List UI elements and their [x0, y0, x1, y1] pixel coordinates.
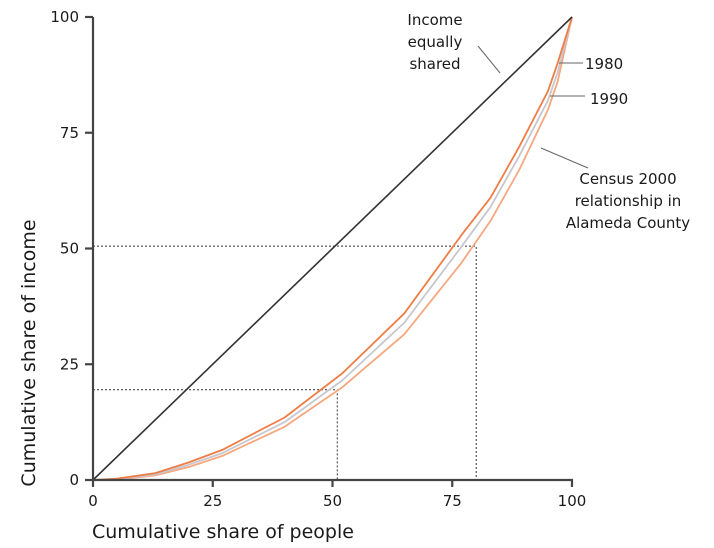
series-line-census-2000 — [92, 16, 573, 481]
annotation-1980: 1980 — [559, 55, 623, 73]
annotation-equal-share: Income equally shared — [407, 11, 501, 74]
x-tick-label: 25 — [203, 492, 222, 510]
annotation-1990: 1990 — [550, 90, 628, 108]
series-line-equality — [92, 16, 573, 481]
annotation-equal-line1: Income — [407, 11, 462, 29]
x-tick-label: 75 — [443, 492, 462, 510]
y-tick-label: 75 — [60, 124, 79, 142]
x-tick-label: 50 — [323, 492, 342, 510]
annotation-equal-line2: equally — [408, 33, 463, 51]
annotation-equal-line3: shared — [409, 55, 460, 73]
y-axis-title: Cumulative share of income — [18, 219, 40, 486]
annotation-1990-label: 1990 — [590, 90, 628, 108]
x-tick-label: 0 — [88, 492, 98, 510]
y-tick-label: 50 — [60, 240, 79, 258]
reference-guides — [93, 245, 477, 480]
annotation-census-line1: Census 2000 — [579, 170, 676, 188]
reference-line-2 — [93, 245, 477, 480]
series-layer — [92, 16, 573, 481]
y-tick-label: 25 — [60, 355, 79, 373]
annotation-census-2000: Census 2000 relationship in Alameda Coun… — [540, 147, 690, 232]
series-line-1980 — [92, 16, 573, 481]
annotation-census-line2: relationship in — [575, 192, 682, 210]
y-ticks: 0 25 50 75 100 — [50, 8, 93, 489]
reference-line-1 — [93, 389, 338, 480]
annotation-census-leader — [540, 147, 589, 169]
y-tick-label: 0 — [69, 471, 79, 489]
y-tick-label: 100 — [50, 8, 79, 26]
series-line-1990 — [92, 16, 573, 481]
annotation-census-line3: Alameda County — [566, 214, 690, 232]
x-ticks: 0 25 50 75 100 — [88, 480, 586, 510]
x-axis-title: Cumulative share of people — [92, 521, 354, 543]
annotation-1980-label: 1980 — [585, 55, 623, 73]
annotation-equal-leader — [477, 45, 501, 74]
x-tick-label: 100 — [558, 492, 587, 510]
